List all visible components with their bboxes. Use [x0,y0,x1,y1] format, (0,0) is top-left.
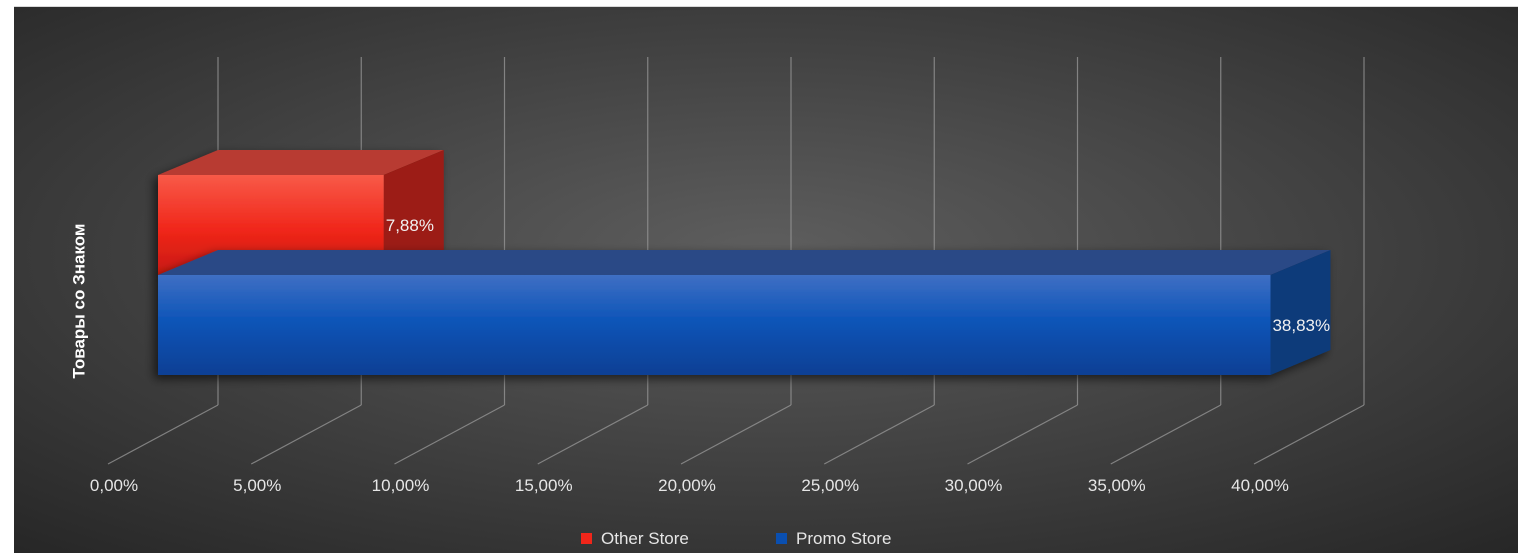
legend-label-promo-store: Promo Store [796,529,891,548]
bar-promo-store-side [1270,250,1331,375]
x-tick-label: 30,00% [945,476,1003,495]
chart-frame: 0,00% 5,00% 10,00% 15,00% 20,00% 25,00% 30,00%… [14,6,1518,553]
legend-swatch-other-store [581,533,592,544]
bar-promo-store-front [158,275,1271,375]
legend-label-other-store: Other Store [601,529,689,548]
legend-swatch-promo-store [776,533,787,544]
bar-other-store-side [383,150,444,275]
x-tick-label: 20,00% [658,476,716,495]
legend: Other Store Promo Store [581,529,891,548]
x-tick-label: 15,00% [515,476,573,495]
gridline-floor [107,404,219,465]
gridline-floor [680,404,792,465]
gridline-floor [967,404,1078,465]
gridline-floor [394,404,505,465]
x-tick-label: 5,00% [233,476,281,495]
x-axis-tick-labels: 0,00% 5,00% 10,00% 15,00% 20,00% 25,00% 30,00%… [90,476,1289,495]
x-tick-label: 35,00% [1088,476,1146,495]
gridline-floor [250,404,362,465]
gridline-floor [1110,404,1222,465]
gridline-floor [1253,404,1365,465]
category-label: Товары со Знаком [69,224,88,379]
bar-other-store-top [158,150,444,175]
x-tick-label: 40,00% [1231,476,1289,495]
bar-chart: 0,00% 5,00% 10,00% 15,00% 20,00% 25,00% 30,00%… [14,7,1518,553]
x-tick-label: 0,00% [90,476,138,495]
bar-promo-store-top [158,250,1331,275]
data-label-promo-store: 38,83% [1272,316,1330,335]
x-tick-label: 25,00% [801,476,859,495]
gridline-floor [537,404,649,465]
gridline-floor [823,404,935,465]
bar-promo-store [158,250,1331,375]
x-tick-label: 10,00% [372,476,430,495]
bars: 7,88% 38,83% [158,150,1331,375]
data-label-other-store: 7,88% [386,216,434,235]
